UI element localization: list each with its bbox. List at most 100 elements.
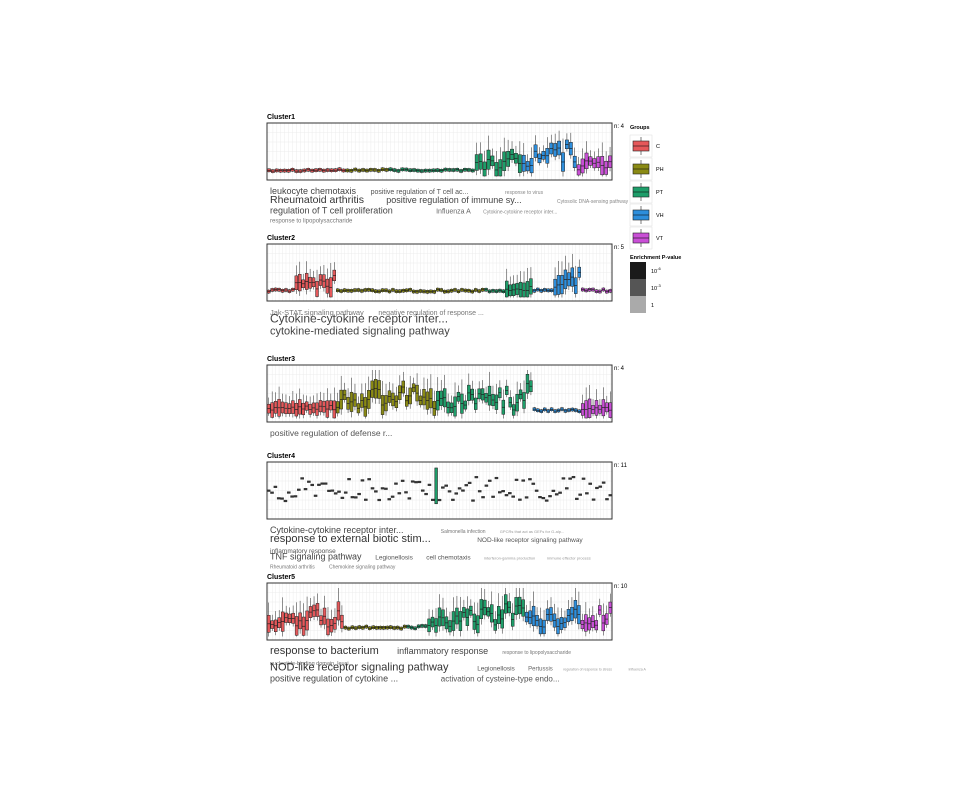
pvalue-swatch [630,279,646,296]
term-label: Jak-STAT signaling pathway [270,308,364,317]
pvalue-label: 10-6 [651,266,661,275]
term-label: response to virus [505,190,544,196]
term-label: NOD-like receptor signaling pathway [270,662,449,674]
point-PT [451,498,455,501]
legend-label-C: C [656,144,660,150]
cluster-block-1: Cluster1 n: 4 leukocyte chemotaxis positive… [266,114,629,225]
point-PT [467,481,472,484]
point-C [270,491,274,494]
box-C [332,400,336,419]
point-C [286,491,291,494]
point-C [300,477,304,480]
term-label: cell chemotaxis [426,555,471,562]
point-C [323,482,328,485]
term-label: positive regulation of defense r... [270,428,392,438]
term-label: response to lipopolysaccharide [502,650,571,656]
panel-border [266,582,613,641]
legend-label-VH: VH [656,213,664,219]
point-C [283,499,288,503]
point-PH [384,487,388,490]
point-PT [437,498,442,502]
point-PT [521,479,526,482]
term-label: Chemokine signaling pathway [329,565,396,571]
point-PH [367,478,371,481]
legend-label-PH: PH [656,167,664,173]
point-PH [417,480,422,484]
point-C [266,489,271,492]
point-PH [353,496,358,499]
point-VT [585,492,589,495]
point-C [307,480,311,483]
point-PT [464,484,469,487]
panel-marks [266,467,613,505]
point-PT [491,495,495,498]
point-PT [461,489,465,492]
term-label: Influenza A [436,209,471,216]
point-PH [414,481,418,484]
term-label: immune effector process [547,556,591,561]
cluster-block-5: Cluster5 n: 10 response to bacterium inflam… [266,574,646,684]
term-label: negative regulation of response ... [378,310,484,317]
point-PH [360,479,365,482]
point-PT [487,479,492,482]
pvalue-swatch [630,262,646,279]
panel-marks [267,370,612,419]
term-label: Legionellosis [375,555,413,562]
point-PT [518,498,522,501]
point-PT [528,478,532,481]
point-C [327,489,331,492]
cluster-n-label: n: 5 [614,245,625,251]
panel-border [266,122,613,181]
term-label: Influenza A [628,668,646,672]
point-PH [337,490,341,493]
legend-label-PT: PT [656,190,664,196]
cluster-title: Cluster1 [267,114,295,121]
box-PT [482,161,487,177]
panel-marks [267,588,612,637]
point-VH [575,497,579,500]
point-PH [397,492,402,495]
box-PT [434,467,438,505]
point-VH [541,496,546,500]
legend-label-VT: VT [656,236,664,242]
point-PT [511,495,515,498]
term-cloud: Cytokine-cytokine receptor inter... Salmo… [270,525,591,571]
point-VH [568,477,572,480]
point-PH [404,491,408,494]
point-PH [390,495,395,498]
term-label: cytokine-mediated signaling pathway [270,326,450,338]
cluster-block-2: Cluster2 n: 5 Jak-STAT signaling pathway ne… [266,235,625,338]
point-PH [364,498,368,501]
point-VH [554,493,559,496]
cluster-n-label: n: 4 [614,366,625,372]
cluster-title: Cluster2 [267,235,295,242]
point-VT [591,498,596,501]
term-label: regulation of T cell proliferation [270,206,393,216]
point-PT [524,496,529,499]
term-cloud: response to bacterium inflammatory respon… [270,645,646,684]
term-cloud: positive regulation of defense r... [270,428,392,438]
term-label: positive regulation of cytokine ... [270,674,398,684]
point-PH [350,496,355,499]
point-VH [578,493,582,496]
term-label: Legionellosis [477,666,515,673]
point-VT [601,481,606,484]
cluster-n-label: n: 11 [614,463,628,469]
point-PH [427,483,432,486]
point-PH [387,498,392,501]
box-PT [525,281,530,298]
point-PT [444,484,448,487]
term-label: leukocyte chemotaxis [270,186,357,196]
point-C [330,489,335,492]
point-PT [477,490,482,493]
point-PH [347,478,351,481]
point-C [317,483,321,486]
point-VH [558,491,562,494]
point-C [310,483,315,487]
pvalue-swatch [630,296,646,313]
term-label: positive regulation of immune sy... [386,195,521,205]
pvalue-label: 10-3 [651,283,661,292]
point-PH [357,492,361,496]
panel-border [266,243,613,302]
